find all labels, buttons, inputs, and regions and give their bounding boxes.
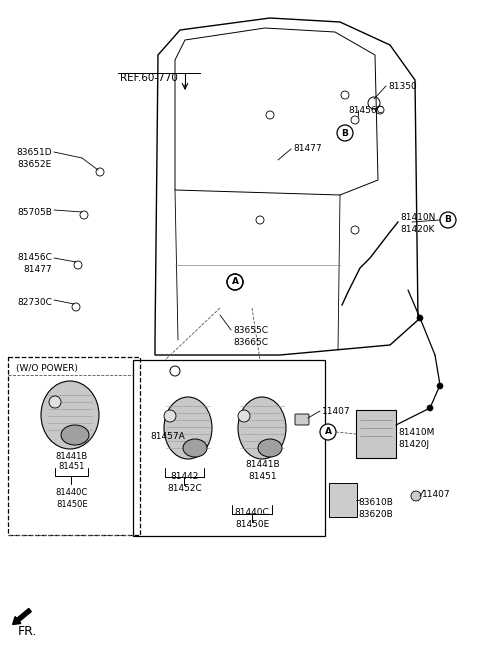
Ellipse shape <box>238 397 286 459</box>
Circle shape <box>337 125 353 141</box>
Text: 83651D: 83651D <box>16 148 52 157</box>
Ellipse shape <box>258 439 282 457</box>
Text: A: A <box>324 428 332 436</box>
Text: 81441B: 81441B <box>246 460 280 469</box>
Text: 83665C: 83665C <box>233 338 268 347</box>
Text: 81442: 81442 <box>171 472 199 481</box>
Text: 81457A: 81457A <box>150 432 185 441</box>
Text: 81420J: 81420J <box>398 440 429 449</box>
Text: 81451: 81451 <box>249 472 277 481</box>
FancyBboxPatch shape <box>356 410 396 458</box>
Text: 83652E: 83652E <box>18 160 52 169</box>
Ellipse shape <box>183 439 207 457</box>
Circle shape <box>411 491 421 501</box>
Text: REF.60-770: REF.60-770 <box>120 73 178 83</box>
Text: 81477: 81477 <box>293 144 322 153</box>
FancyBboxPatch shape <box>295 414 309 425</box>
Text: B: B <box>444 216 451 224</box>
Text: 81441B: 81441B <box>56 452 88 461</box>
Text: 82730C: 82730C <box>17 298 52 307</box>
Circle shape <box>440 212 456 228</box>
Text: B: B <box>342 129 348 138</box>
Circle shape <box>437 383 443 389</box>
Text: 81452C: 81452C <box>168 484 203 493</box>
Text: 81451: 81451 <box>59 462 85 471</box>
Text: 11407: 11407 <box>322 407 350 416</box>
Text: 11407: 11407 <box>422 490 451 499</box>
Text: 83610B: 83610B <box>358 498 393 507</box>
Text: 81410M: 81410M <box>398 428 434 437</box>
Circle shape <box>238 410 250 422</box>
Text: A: A <box>231 277 239 287</box>
Text: 83620B: 83620B <box>358 510 393 519</box>
Circle shape <box>427 405 433 411</box>
Ellipse shape <box>41 381 99 449</box>
Circle shape <box>49 396 61 408</box>
Text: 81410N: 81410N <box>400 213 435 222</box>
Text: FR.: FR. <box>18 625 37 638</box>
Ellipse shape <box>61 425 89 445</box>
Text: 81440C: 81440C <box>235 508 269 517</box>
Text: 81420K: 81420K <box>400 225 434 234</box>
Ellipse shape <box>164 397 212 459</box>
Text: 81350: 81350 <box>388 82 417 91</box>
Text: 83655C: 83655C <box>233 326 268 335</box>
Circle shape <box>417 315 423 321</box>
Circle shape <box>164 410 176 422</box>
Text: 81440C: 81440C <box>56 488 88 497</box>
Text: 81450E: 81450E <box>235 520 269 529</box>
FancyArrow shape <box>12 609 31 625</box>
Text: 85705B: 85705B <box>17 208 52 217</box>
Text: 81477: 81477 <box>24 265 52 274</box>
Text: 81456C: 81456C <box>348 106 383 115</box>
Text: 81450E: 81450E <box>56 500 88 509</box>
Circle shape <box>227 274 243 290</box>
Text: 81456C: 81456C <box>17 253 52 262</box>
Circle shape <box>320 424 336 440</box>
Text: (W/O POWER): (W/O POWER) <box>16 364 78 373</box>
FancyBboxPatch shape <box>329 483 357 517</box>
